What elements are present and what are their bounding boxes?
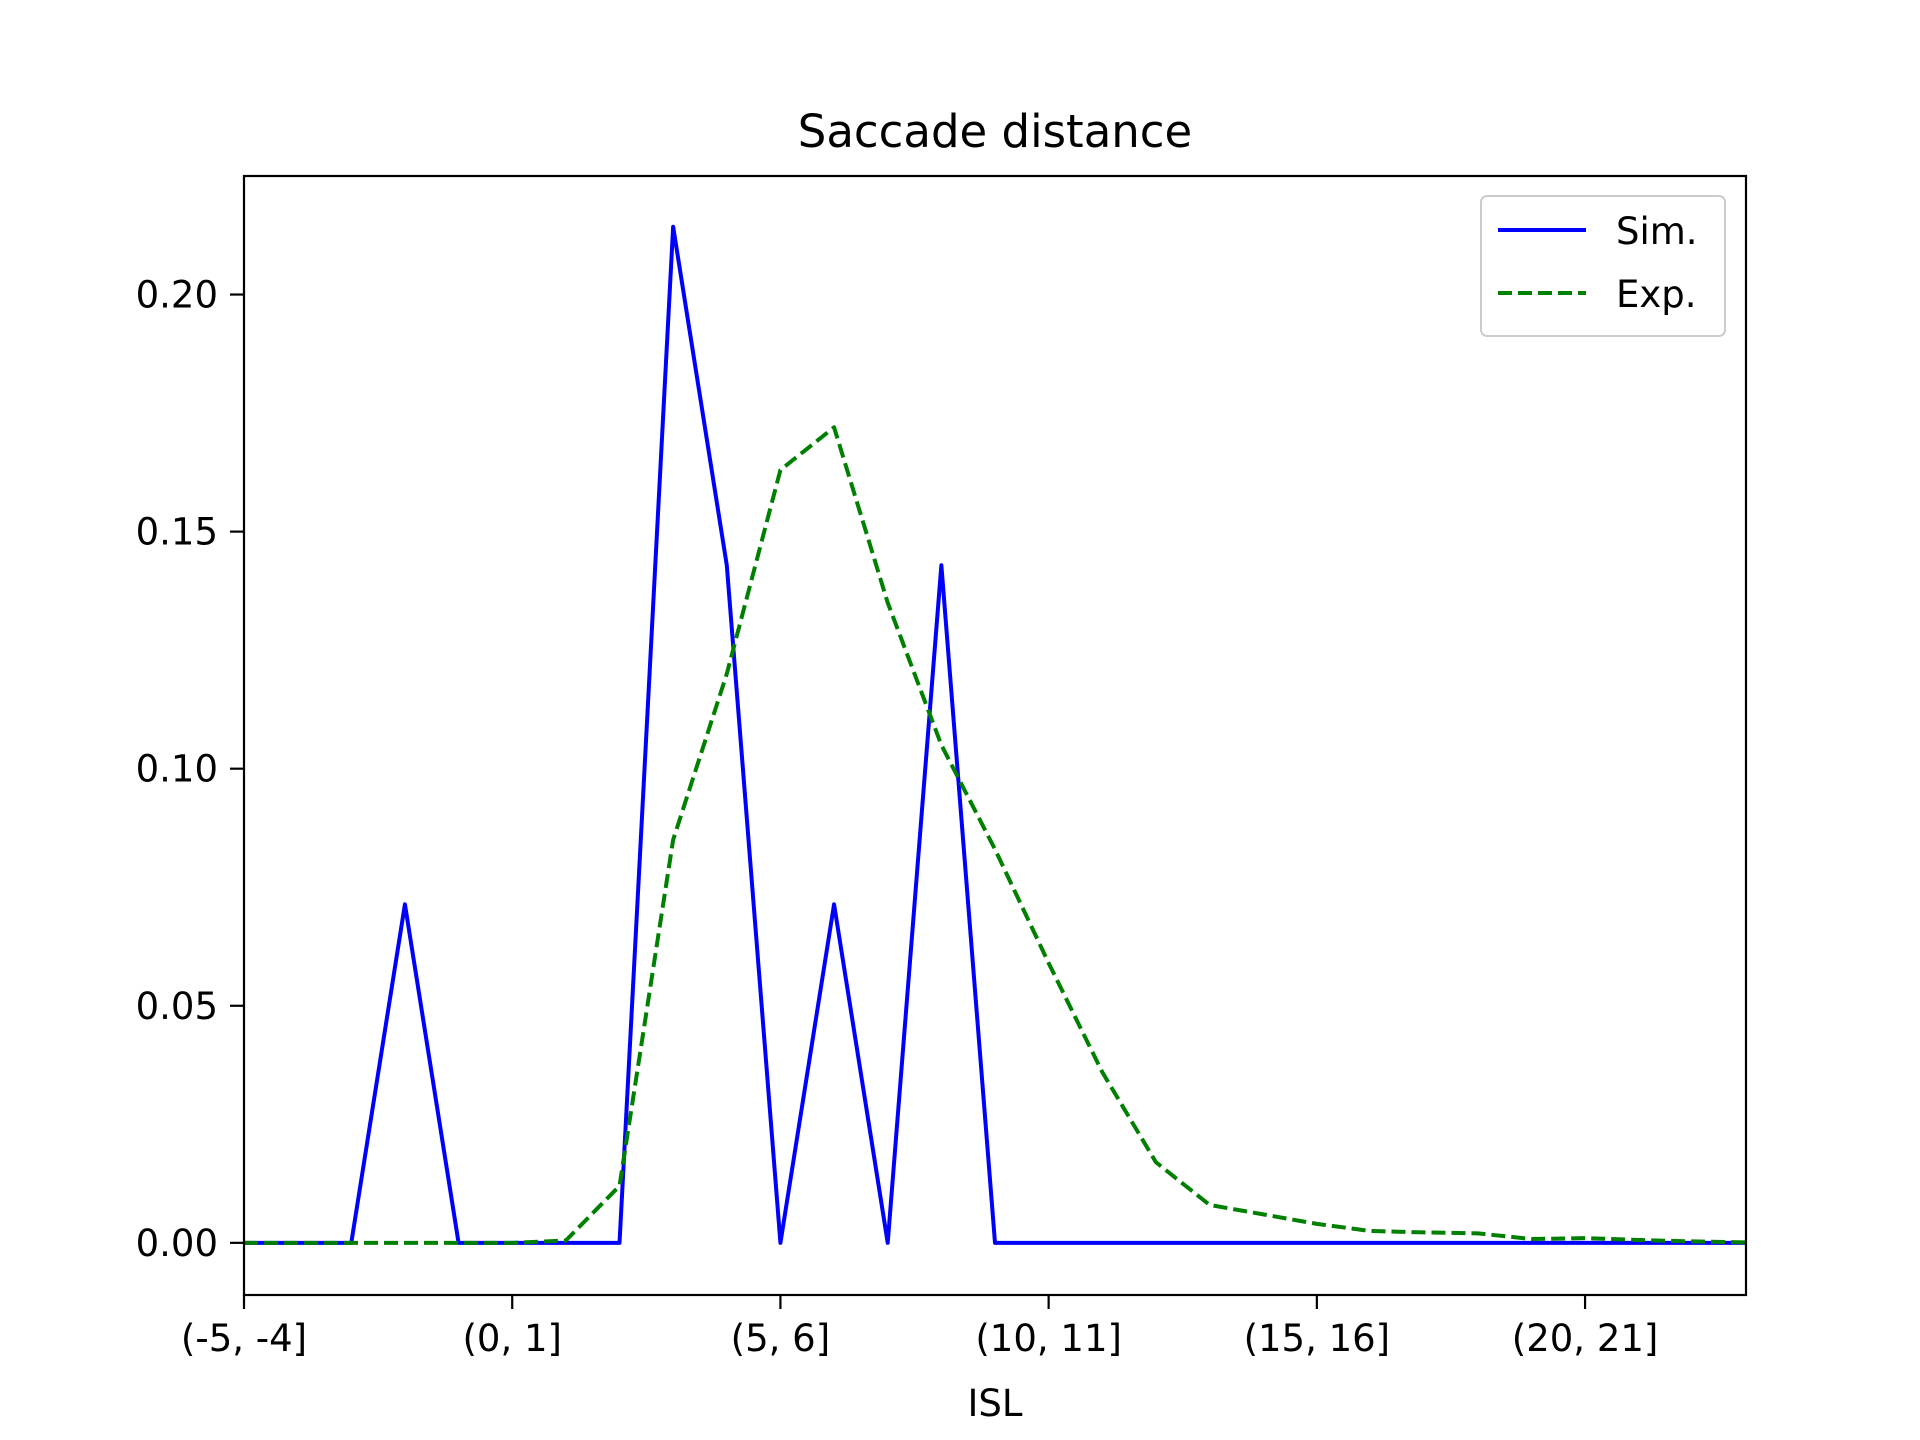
y-axis: 0.00 0.05 0.10 0.15 0.20 — [136, 274, 244, 1265]
y-tick-label: 0.00 — [136, 1222, 218, 1265]
x-tick-label: (-5, -4] — [181, 1317, 307, 1360]
y-tick-label: 0.10 — [136, 748, 218, 791]
legend: Sim. Exp. — [1480, 195, 1726, 337]
x-axis: (-5, -4] (0, 1] (5, 6] (10, 11] (15, 16] (20,… — [181, 1295, 1658, 1360]
x-tick-label: (20, 21] — [1512, 1317, 1659, 1360]
x-tick-label: (0, 1] — [462, 1317, 561, 1360]
chart-title: Saccade distance — [798, 105, 1192, 158]
series-layer — [244, 224, 1747, 1245]
y-tick-label: 0.15 — [136, 511, 218, 554]
x-axis-label: ISL — [967, 1382, 1022, 1425]
x-tick-label: (15, 16] — [1244, 1317, 1391, 1360]
legend-sim-label: Sim. — [1616, 210, 1698, 253]
plot-frame — [242, 174, 1748, 1297]
y-tick-label: 0.20 — [136, 274, 218, 317]
legend-exp-label: Exp. — [1616, 273, 1697, 316]
series-line-exp — [244, 425, 1747, 1245]
x-tick-label: (10, 11] — [975, 1317, 1122, 1360]
y-tick-label: 0.05 — [136, 985, 218, 1028]
x-tick-label: (5, 6] — [731, 1317, 830, 1360]
